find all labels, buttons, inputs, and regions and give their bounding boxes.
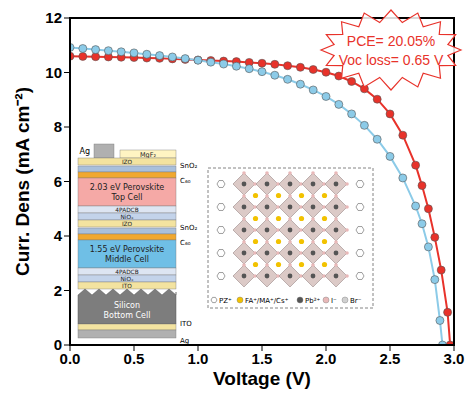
- svg-text:1.5: 1.5: [252, 350, 273, 367]
- svg-text:IZO: IZO: [122, 159, 133, 165]
- svg-text:SnO₂: SnO₂: [180, 224, 197, 232]
- svg-text:I⁻: I⁻: [331, 297, 337, 305]
- svg-text:IZO: IZO: [122, 221, 133, 227]
- svg-text:4PADCB: 4PADCB: [115, 269, 138, 275]
- svg-text:3.0: 3.0: [444, 350, 465, 367]
- svg-text:SnO₂: SnO₂: [180, 162, 197, 170]
- svg-text:ITO: ITO: [122, 283, 132, 289]
- svg-text:PZ⁺: PZ⁺: [219, 297, 232, 305]
- svg-text:4PADCB: 4PADCB: [115, 207, 138, 213]
- svg-text:Br⁻: Br⁻: [350, 297, 362, 305]
- svg-text:Ag: Ag: [79, 147, 90, 156]
- svg-text:Voc loss= 0.65 V: Voc loss= 0.65 V: [339, 52, 444, 68]
- svg-text:2.03 eV PerovskiteTop Cell: 2.03 eV PerovskiteTop Cell: [90, 183, 165, 202]
- svg-text:MgF₂: MgF₂: [140, 151, 156, 159]
- svg-text:2.5: 2.5: [380, 350, 401, 367]
- svg-text:2.0: 2.0: [316, 350, 337, 367]
- svg-text:0.0: 0.0: [60, 350, 81, 367]
- svg-text:0: 0: [54, 336, 62, 353]
- svg-text:PCE= 20.05%: PCE= 20.05%: [347, 33, 435, 49]
- svg-text:2: 2: [54, 282, 62, 299]
- svg-text:NiOₓ: NiOₓ: [120, 276, 134, 282]
- svg-text:1.0: 1.0: [188, 350, 209, 367]
- svg-text:10: 10: [45, 64, 62, 81]
- svg-text:6: 6: [54, 173, 62, 190]
- svg-text:12: 12: [45, 9, 62, 26]
- svg-text:Ag: Ag: [180, 337, 189, 345]
- svg-text:Curr. Dens (mA cm⁻²): Curr. Dens (mA cm⁻²): [12, 87, 33, 276]
- svg-text:0.5: 0.5: [124, 350, 145, 367]
- svg-text:1.55 eV PerovskiteMiddle Cell: 1.55 eV PerovskiteMiddle Cell: [90, 245, 165, 264]
- svg-text:SiliconBottom Cell: SiliconBottom Cell: [104, 301, 151, 320]
- svg-text:Voltage (V): Voltage (V): [213, 368, 311, 389]
- svg-text:ITO: ITO: [180, 320, 192, 328]
- svg-text:NiOₓ: NiOₓ: [120, 214, 134, 220]
- svg-text:C₆₀: C₆₀: [180, 177, 191, 185]
- svg-text:FA⁺/MA⁺/Cs⁺: FA⁺/MA⁺/Cs⁺: [245, 297, 289, 305]
- svg-text:4: 4: [54, 227, 63, 244]
- svg-text:Pb²⁺: Pb²⁺: [305, 297, 320, 305]
- svg-text:C₆₀: C₆₀: [180, 239, 191, 247]
- svg-text:8: 8: [54, 118, 62, 135]
